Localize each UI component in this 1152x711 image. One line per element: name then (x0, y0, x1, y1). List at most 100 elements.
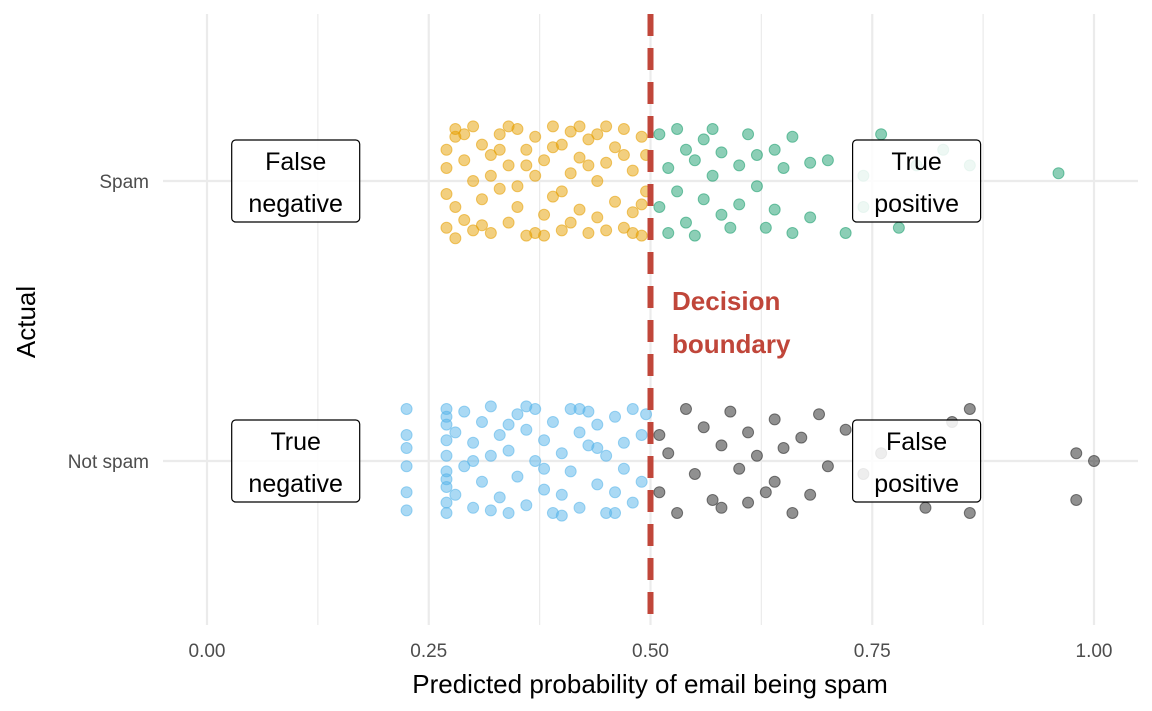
false-negative-point (546, 141, 559, 154)
y-tick-label: Not spam (68, 452, 149, 473)
false-negative-point (591, 128, 604, 141)
true-negative-point (529, 455, 542, 467)
false-negative-point (520, 143, 533, 156)
true-negative-point (400, 460, 413, 473)
true-positive-point (804, 156, 817, 169)
true-positive-point (706, 169, 719, 182)
false-negative-point (493, 143, 506, 156)
true-positive-point (786, 227, 799, 239)
quadrant-label-text: positive (874, 470, 959, 498)
false-negative-point (573, 203, 586, 216)
true-positive-point (724, 221, 737, 234)
false-negative-point (440, 221, 453, 234)
true-positive-point (679, 143, 692, 156)
true-negative-point (546, 416, 559, 428)
x-tick-label: 0.75 (854, 641, 891, 662)
false-negative-point (502, 159, 515, 172)
false-negative-point (475, 138, 488, 151)
true-negative-point (635, 429, 648, 441)
false-negative-point (484, 169, 497, 182)
true-negative-point (555, 509, 568, 522)
false-positive-point (963, 403, 976, 415)
false-negative-point (458, 214, 471, 226)
true-positive-point (733, 198, 746, 211)
true-negative-point (591, 442, 604, 454)
false-negative-point (626, 164, 639, 177)
false-negative-point (564, 125, 577, 138)
true-negative-point (467, 436, 480, 449)
false-positive-point (697, 421, 710, 434)
quadrant-label-box (231, 419, 361, 503)
false-positive-point (1088, 455, 1100, 467)
x-axis-title: Predicted probability of email being spa… (412, 669, 887, 699)
true-negative-point (573, 403, 586, 415)
false-positive-point (777, 442, 790, 454)
false-positive-point (821, 460, 834, 473)
quadrant-label-text: negative (248, 470, 343, 498)
y-tick-labels: Not spam Spam (68, 172, 149, 473)
true-negative-point (400, 429, 413, 441)
true-positive-point (715, 208, 728, 221)
quadrant-label-text: False (886, 428, 947, 456)
true-negative-point (626, 496, 639, 509)
false-positive-point (653, 429, 666, 441)
x-tick-label: 0.50 (632, 641, 669, 662)
true-positive-point (892, 221, 905, 234)
false-negative-point (582, 133, 595, 146)
boundary-label-line-2: boundary (672, 329, 791, 359)
true-negative-point (609, 507, 622, 519)
false-negative-point (635, 130, 648, 143)
true-negative-point (467, 455, 480, 467)
true-negative-point (573, 426, 586, 439)
boundary-label-line-1: Decision (672, 286, 780, 316)
false-negative-point (609, 141, 622, 154)
true-negative-point (591, 478, 604, 491)
false-negative-point (511, 201, 524, 213)
true-positive-point (688, 229, 701, 242)
y-tick-label: Spam (99, 172, 149, 193)
true-negative-point (493, 429, 506, 441)
true-positive-point (697, 193, 710, 206)
true-negative-point (520, 499, 533, 512)
true-negative-point (449, 488, 462, 501)
true-positive-point (671, 185, 684, 198)
false-negative-point (555, 185, 568, 198)
true-positive-point (653, 128, 666, 141)
false-negative-point (502, 216, 515, 229)
false-negative-point (475, 219, 488, 232)
false-positive-point (750, 449, 763, 462)
false-negative-point (582, 159, 595, 172)
false-negative-point (440, 143, 453, 156)
false-negative-point (546, 120, 559, 133)
false-negative-point (564, 167, 577, 180)
true-negative-point (400, 442, 413, 454)
quadrant-label-text: True (270, 428, 320, 456)
false-positive-point (759, 486, 772, 499)
false-negative-point (546, 190, 559, 203)
false-positive-point (706, 494, 719, 506)
quadrant-label-text: positive (874, 190, 959, 218)
true-negative-point (617, 462, 630, 475)
quadrant-label-box (851, 419, 982, 503)
quadrant-label: True negative (231, 419, 361, 503)
true-negative-point (502, 507, 515, 519)
true-positive-point (768, 143, 781, 156)
quadrant-labels: False negative True positive True negative Fal… (231, 139, 982, 503)
true-negative-point (538, 462, 551, 475)
true-negative-point (440, 410, 453, 423)
false-positive-point (786, 507, 799, 519)
true-positive-point (662, 227, 675, 239)
true-negative-point (626, 403, 639, 415)
false-negative-point (493, 128, 506, 141)
false-negative-point (538, 229, 551, 242)
false-negative-point (449, 123, 462, 135)
false-negative-point (573, 120, 586, 133)
false-positive-point (742, 496, 755, 509)
false-negative-point (502, 120, 515, 133)
false-positive-point (679, 403, 692, 415)
true-negative-point (609, 410, 622, 423)
quadrant-label: False positive (851, 419, 982, 503)
false-positive-point (813, 408, 826, 421)
false-negative-point (609, 195, 622, 208)
false-positive-point (1070, 447, 1083, 460)
